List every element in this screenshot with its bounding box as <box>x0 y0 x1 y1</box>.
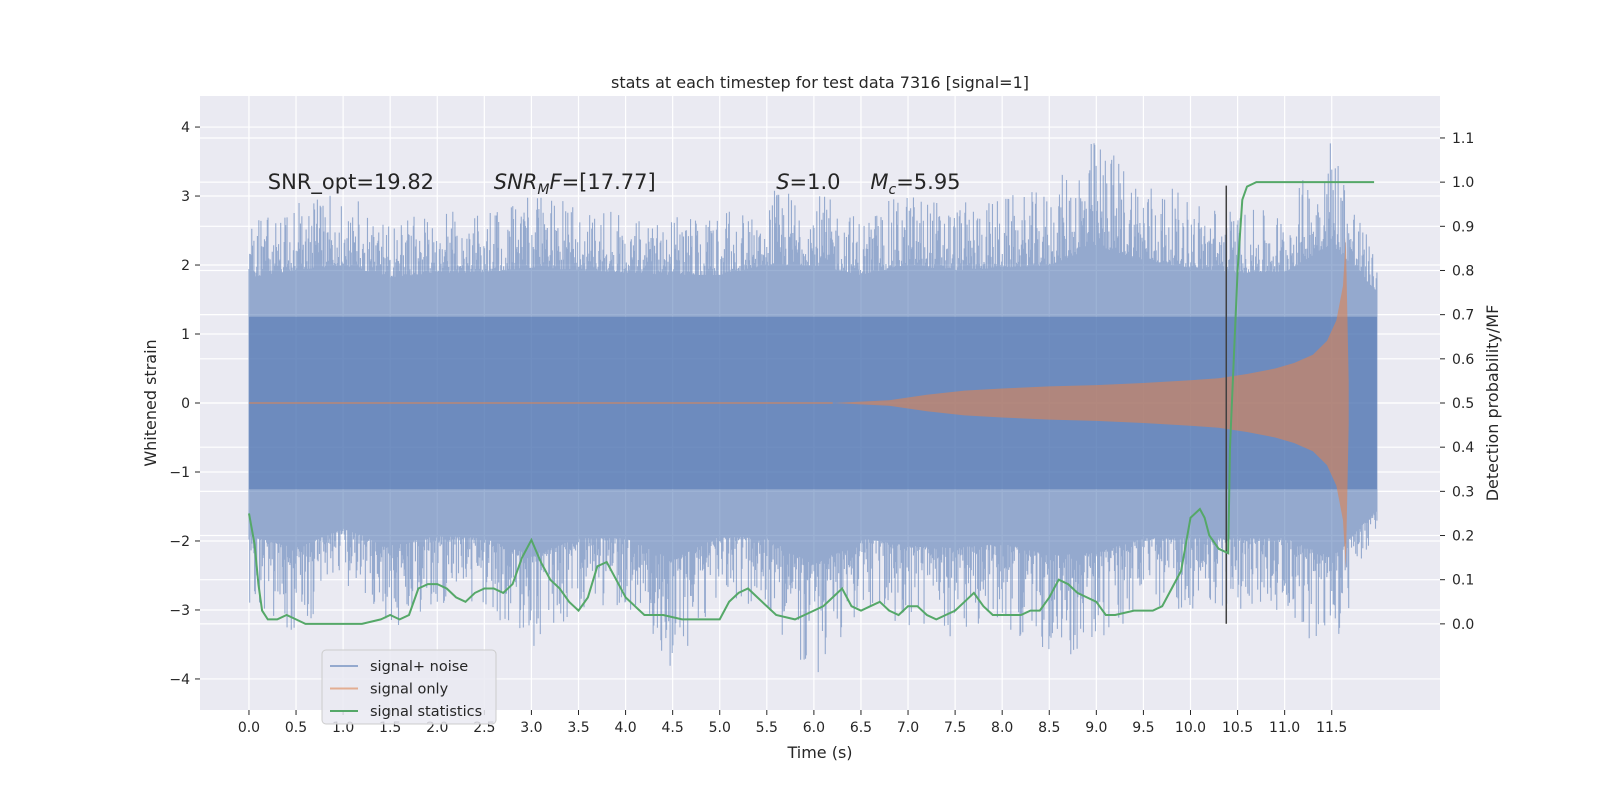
x-tick-label: 4.5 <box>662 720 684 736</box>
y-tick-label: −1 <box>169 465 190 481</box>
x-tick-label: 0.0 <box>238 720 260 736</box>
y-tick-label: 3 <box>181 189 190 205</box>
data-marks <box>248 143 1378 673</box>
y2-tick-label: 0.5 <box>1452 396 1474 412</box>
series-signal-only <box>832 237 1349 569</box>
chart-title: stats at each timestep for test data 731… <box>611 73 1029 92</box>
x-tick-label: 7.5 <box>944 720 966 736</box>
y2-tick-label: 0.9 <box>1452 219 1474 235</box>
series-signal-statistics <box>248 181 1375 625</box>
y2-tick-label: 0.2 <box>1452 529 1474 545</box>
annotation-text: SNRMF=[17.77] <box>494 170 656 198</box>
y-axis-label: Whitened strain <box>141 339 160 466</box>
x-tick-label: 8.5 <box>1038 720 1060 736</box>
x-tick-label: 8.0 <box>991 720 1013 736</box>
x-tick-label: 9.0 <box>1085 720 1107 736</box>
y2-tick-label: 0.3 <box>1452 484 1474 500</box>
annotation-text: SNR_opt=19.82 <box>268 170 434 195</box>
y2-tick-label: 0.1 <box>1452 573 1474 589</box>
x-tick-label: 6.0 <box>803 720 825 736</box>
x-tick-label: 7.0 <box>897 720 919 736</box>
y2-tick-label: 0.7 <box>1452 308 1474 324</box>
annotation-text: S=1.0 <box>776 170 840 194</box>
x-tick-label: 0.5 <box>285 720 307 736</box>
legend-label: signal only <box>370 682 449 698</box>
y-tick-label: 0 <box>181 396 190 412</box>
legend: signal+ noise signal only signal statistic… <box>321 649 497 725</box>
y2-tick-label: 0.6 <box>1452 352 1474 368</box>
y-tick-label: −3 <box>169 603 190 619</box>
x-tick-label: 10.0 <box>1175 720 1206 736</box>
x-tick-label: 5.0 <box>709 720 731 736</box>
y2-tick-label: 0.4 <box>1452 440 1474 456</box>
x-tick-label: 11.5 <box>1316 720 1347 736</box>
y2-tick-label: 0.0 <box>1452 617 1474 633</box>
x-tick-label: 3.5 <box>567 720 589 736</box>
y2-tick-label: 1.0 <box>1452 175 1474 191</box>
legend-label: signal statistics <box>370 704 482 720</box>
tick-labels: 0.0 0.5 1.0 1.5 2.0 2.5 3.0 3.5 4.0 4.5 5.0 5.5 6.0 6… <box>169 120 1474 736</box>
legend-box <box>321 649 497 725</box>
x-tick-label: 11.0 <box>1269 720 1300 736</box>
y-tick-label: −4 <box>169 672 190 688</box>
x-tick-label: 3.0 <box>520 720 542 736</box>
y-tick-label: −2 <box>169 534 190 550</box>
y2-axis-label: Detection probability/MF <box>1483 305 1502 502</box>
annotation-text: Mc=5.95 <box>870 170 960 198</box>
x-tick-label: 4.0 <box>614 720 636 736</box>
y2-tick-label: 1.1 <box>1452 131 1474 147</box>
y-tick-label: 4 <box>181 120 190 136</box>
x-tick-label: 6.5 <box>850 720 872 736</box>
y2-tick-label: 0.8 <box>1452 263 1474 279</box>
x-tick-label: 10.5 <box>1222 720 1253 736</box>
y-tick-label: 1 <box>181 327 190 343</box>
annotations: SNR_opt=19.82 SNRMF=[17.77] S=1.0 Mc=5.95 <box>268 170 961 198</box>
x-axis-label: Time (s) <box>786 743 852 762</box>
legend-label: signal+ noise <box>370 659 468 675</box>
y-tick-label: 2 <box>181 258 190 274</box>
x-tick-label: 9.5 <box>1132 720 1154 736</box>
x-tick-label: 5.5 <box>756 720 778 736</box>
